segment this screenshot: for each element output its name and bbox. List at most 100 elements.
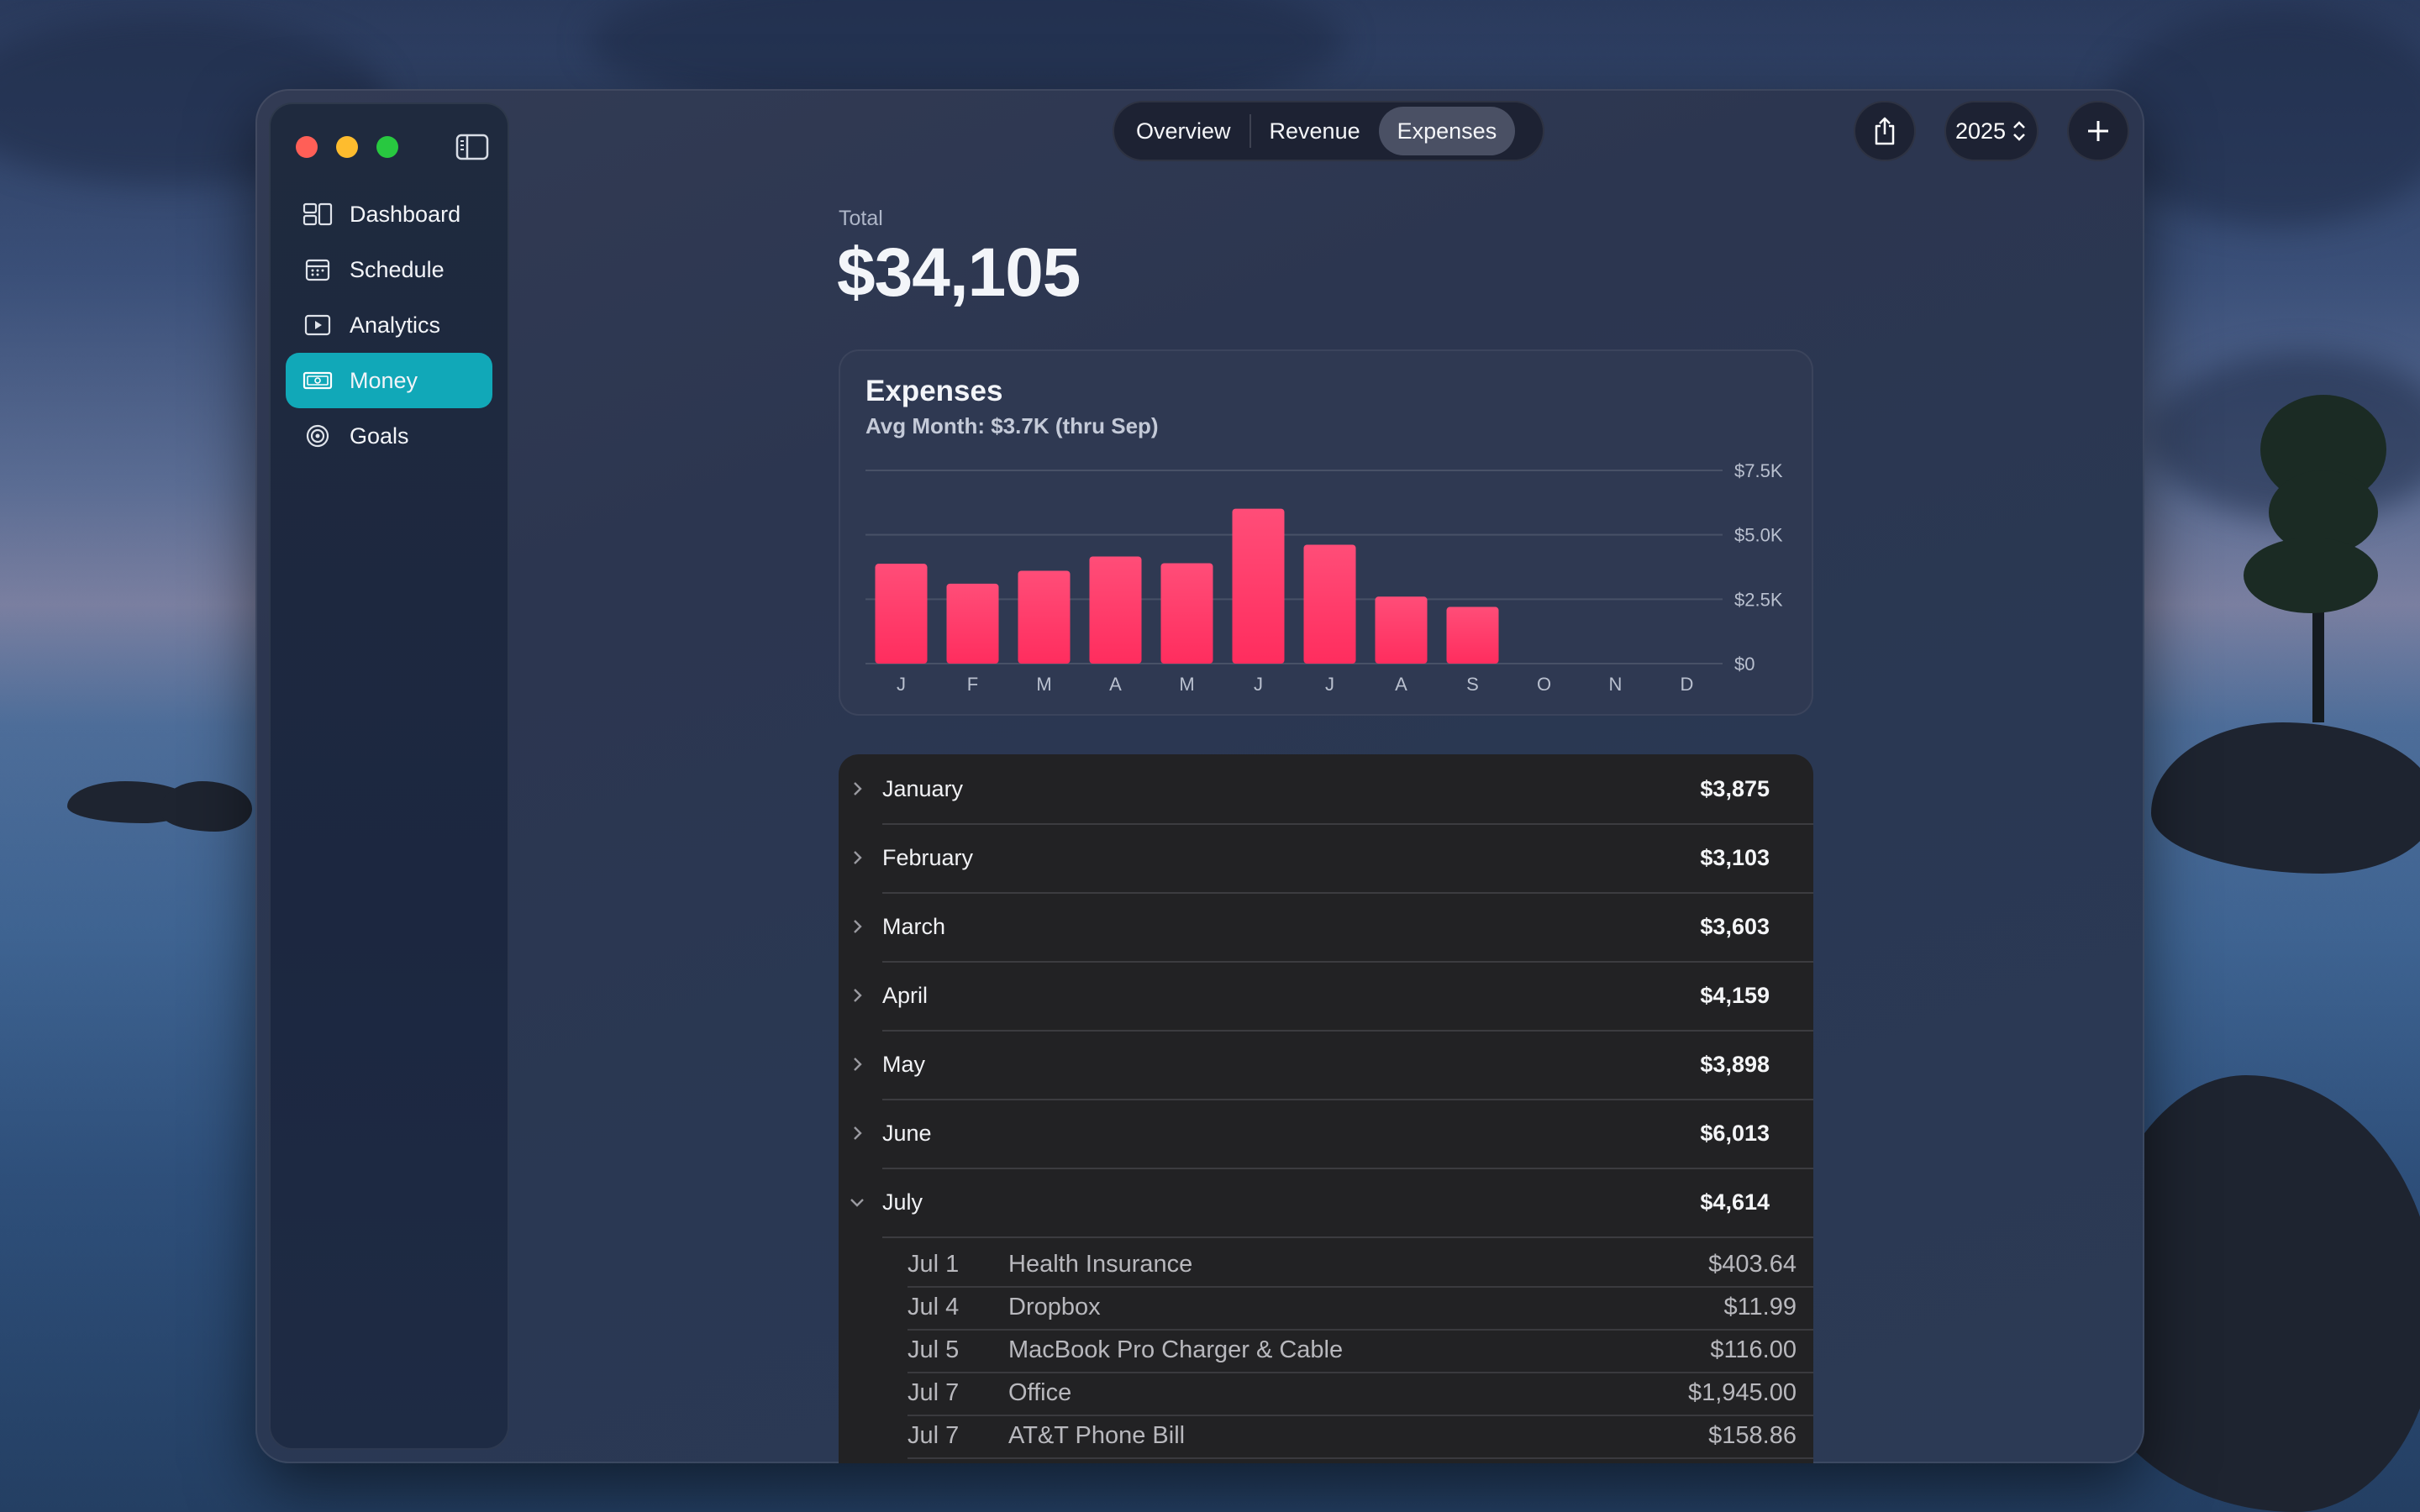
transaction-date: Jul 7 bbox=[908, 1422, 960, 1449]
transaction-row[interactable]: Jul 5 MacBook Pro Charger & Cable $116.00 bbox=[839, 1329, 1813, 1372]
month-total: $3,603 bbox=[1700, 913, 1770, 939]
expense-bar[interactable] bbox=[1018, 570, 1071, 664]
month-row-february[interactable]: February $3,103 bbox=[839, 823, 1813, 892]
banknote-icon bbox=[302, 368, 333, 393]
sidebar-item-analytics[interactable]: Analytics bbox=[286, 297, 492, 353]
expense-bar[interactable] bbox=[875, 564, 928, 664]
sidebar-item-label: Money bbox=[350, 367, 418, 393]
month-total: $3,898 bbox=[1700, 1051, 1770, 1077]
expenses-chart-card: $0 $2.5K $5.0K $7.5K J F M A M J J A S O N D Expenses A… bbox=[839, 349, 1813, 716]
chart-title: Expenses bbox=[865, 375, 1003, 407]
add-button[interactable] bbox=[2067, 101, 2129, 161]
transaction-date: Jul 1 bbox=[908, 1251, 960, 1278]
zoom-window-button[interactable] bbox=[376, 136, 398, 158]
month-row-june[interactable]: June $6,013 bbox=[839, 1099, 1813, 1168]
row-divider bbox=[882, 1236, 1813, 1238]
x-tick-label: M bbox=[1179, 674, 1194, 695]
sidebar-item-schedule[interactable]: Schedule bbox=[286, 242, 492, 297]
month-name: May bbox=[882, 1051, 926, 1077]
sidebar-nav: Dashboard Schedule Analytics Money bbox=[286, 186, 492, 464]
month-total: $4,159 bbox=[1700, 982, 1770, 1008]
transaction-row[interactable]: Jul 7 AT&T Phone Bill $158.86 bbox=[839, 1415, 1813, 1457]
sidebar-item-label: Dashboard bbox=[350, 201, 461, 227]
chevron-right-icon[interactable] bbox=[847, 1054, 867, 1074]
transaction-divider bbox=[908, 1329, 1813, 1331]
transaction-amount: $116.00 bbox=[1710, 1336, 1797, 1363]
monthly-expenses-list: January $3,875 February $3,103 March $3,603 Ap… bbox=[839, 754, 1813, 1463]
target-icon bbox=[302, 423, 333, 449]
sidebar-item-label: Schedule bbox=[350, 256, 445, 282]
chart-subtitle: Avg Month: $3.7K (thru Sep) bbox=[865, 413, 1159, 438]
expense-bar[interactable] bbox=[1446, 606, 1499, 664]
month-row-may[interactable]: May $3,898 bbox=[839, 1030, 1813, 1099]
sidebar-item-label: Goals bbox=[350, 423, 409, 449]
transaction-description: Office bbox=[1008, 1379, 1072, 1406]
year-selector[interactable]: 2025 bbox=[1944, 101, 2039, 161]
transaction-description: MacBook Pro Charger & Cable bbox=[1008, 1336, 1344, 1363]
x-tick-label: O bbox=[1537, 674, 1551, 695]
x-tick-label: A bbox=[1109, 674, 1122, 695]
chevron-right-icon[interactable] bbox=[847, 916, 867, 937]
transaction-row[interactable]: Jul 1 Health Insurance $403.64 bbox=[839, 1243, 1813, 1286]
expense-bar[interactable] bbox=[1089, 556, 1142, 664]
chevron-right-icon[interactable] bbox=[847, 1123, 867, 1143]
x-tick-label: N bbox=[1609, 674, 1623, 695]
tab-revenue[interactable]: Revenue bbox=[1269, 118, 1360, 144]
y-tick-label: $5.0K bbox=[1734, 525, 1783, 546]
chevron-right-icon[interactable] bbox=[847, 779, 867, 799]
plus-icon bbox=[2088, 121, 2108, 141]
transaction-divider bbox=[908, 1286, 1813, 1288]
transaction-row[interactable]: Jul 4 Dropbox $11.99 bbox=[839, 1286, 1813, 1329]
sidebar-item-goals[interactable]: Goals bbox=[286, 408, 492, 464]
sidebar-item-money[interactable]: Money bbox=[286, 353, 492, 408]
chevron-right-icon[interactable] bbox=[847, 985, 867, 1005]
month-row-march[interactable]: March $3,603 bbox=[839, 892, 1813, 961]
row-divider bbox=[882, 961, 1813, 963]
share-button[interactable] bbox=[1854, 101, 1916, 161]
transaction-divider bbox=[908, 1457, 1813, 1459]
x-tick-label: M bbox=[1036, 674, 1051, 695]
dashboard-icon bbox=[302, 202, 333, 227]
sidebar-toggle-button[interactable] bbox=[455, 133, 489, 161]
close-window-button[interactable] bbox=[296, 136, 318, 158]
expense-bar[interactable] bbox=[1375, 596, 1428, 664]
chevron-down-icon[interactable] bbox=[847, 1192, 867, 1212]
month-row-april[interactable]: April $4,159 bbox=[839, 961, 1813, 1030]
tab-overview[interactable]: Overview bbox=[1136, 118, 1231, 144]
row-divider bbox=[882, 823, 1813, 825]
x-tick-label: F bbox=[967, 674, 978, 695]
expense-bar[interactable] bbox=[1160, 563, 1213, 664]
transaction-date: Jul 4 bbox=[908, 1294, 960, 1320]
transaction-description: AT&T Phone Bill bbox=[1008, 1422, 1186, 1449]
transaction-amount: $403.64 bbox=[1708, 1251, 1797, 1278]
year-label: 2025 bbox=[1954, 118, 2007, 144]
expenses-bar-chart: $0 $2.5K $5.0K $7.5K J F M A M J J A S O N D bbox=[865, 460, 1783, 695]
month-row-january[interactable]: January $3,875 bbox=[839, 754, 1813, 823]
month-total: $3,103 bbox=[1700, 844, 1770, 870]
row-divider bbox=[882, 892, 1813, 894]
transaction-row[interactable]: Jul 7 Office $1,945.00 bbox=[839, 1372, 1813, 1415]
chevron-up-down-icon bbox=[2013, 121, 2025, 141]
transaction-divider bbox=[908, 1415, 1813, 1416]
transaction-date: Jul 5 bbox=[908, 1336, 960, 1363]
chevron-right-icon[interactable] bbox=[847, 848, 867, 868]
expense-bar[interactable] bbox=[1232, 508, 1285, 664]
x-tick-label: S bbox=[1466, 674, 1479, 695]
expense-bar[interactable] bbox=[946, 583, 999, 664]
row-divider bbox=[882, 1099, 1813, 1100]
app-window: Dashboard Schedule Analytics Money bbox=[255, 89, 2144, 1463]
month-name: June bbox=[882, 1120, 932, 1146]
sidebar-item-dashboard[interactable]: Dashboard bbox=[286, 186, 492, 242]
calendar-icon bbox=[302, 257, 333, 282]
transaction-divider bbox=[908, 1372, 1813, 1373]
sidebar: Dashboard Schedule Analytics Money bbox=[269, 102, 509, 1450]
month-name: February bbox=[882, 844, 974, 870]
x-tick-label: A bbox=[1395, 674, 1407, 695]
month-row-july[interactable]: July $4,614 bbox=[839, 1168, 1813, 1236]
x-tick-label: J bbox=[1325, 674, 1334, 695]
month-total: $6,013 bbox=[1700, 1120, 1770, 1146]
expense-bar[interactable] bbox=[1303, 544, 1356, 664]
minimize-window-button[interactable] bbox=[336, 136, 358, 158]
transaction-description: Health Insurance bbox=[1008, 1251, 1193, 1278]
tab-expenses[interactable]: Expenses bbox=[1378, 107, 1516, 155]
